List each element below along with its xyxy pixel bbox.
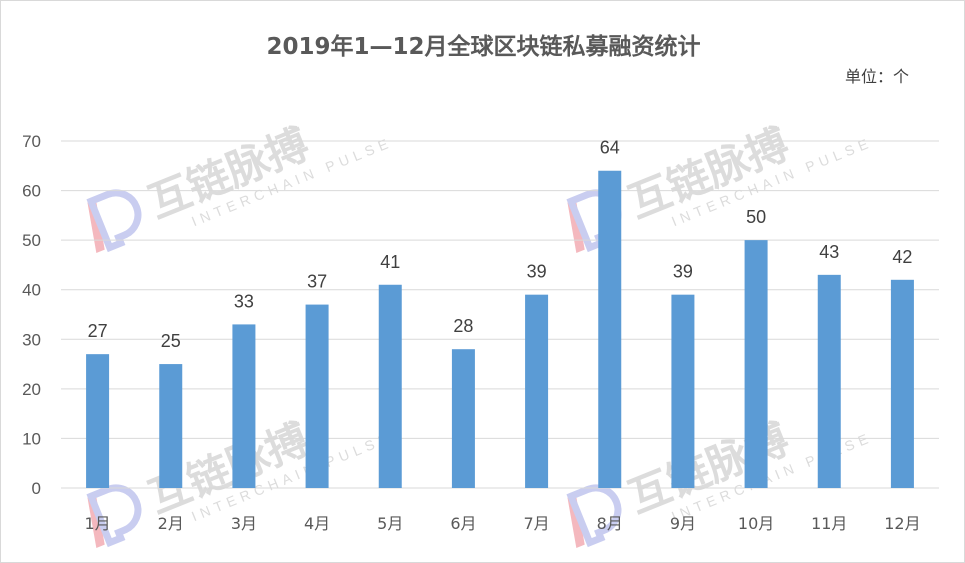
y-axis: 0 10 20 30 40 50 60 70 [22, 132, 41, 498]
x-tick-label: 2月 [158, 514, 184, 533]
bar [159, 364, 183, 488]
data-label: 50 [746, 207, 766, 227]
bar [451, 349, 475, 488]
chart-title: 2019年1—12月全球区块链私募融资统计 [266, 34, 701, 60]
x-tick-label: 8月 [597, 514, 623, 533]
x-tick-label: 6月 [450, 514, 476, 533]
data-label: 43 [819, 242, 839, 262]
watermark-logo-bar [87, 199, 105, 254]
bar [890, 279, 914, 488]
y-tick-label: 50 [22, 231, 41, 250]
data-label: 27 [88, 321, 108, 341]
bar [598, 170, 622, 488]
y-tick-label: 20 [22, 380, 41, 399]
x-tick-label: 1月 [84, 514, 110, 533]
y-tick-label: 70 [22, 132, 41, 151]
x-axis: 1月 2月 3月 4月 5月 6月 7月 8月 9月 10月 11月 12月 [84, 514, 920, 533]
y-tick-label: 0 [32, 479, 41, 498]
bar [817, 274, 841, 488]
data-label: 42 [892, 247, 912, 267]
x-tick-label: 11月 [811, 514, 847, 533]
bar [525, 294, 549, 488]
gridlines [61, 140, 939, 489]
bar [305, 304, 329, 488]
bar [232, 324, 256, 488]
y-tick-label: 60 [22, 182, 41, 201]
x-tick-label: 5月 [377, 514, 403, 533]
data-label: 41 [380, 252, 400, 272]
x-tick-label: 4月 [304, 514, 330, 533]
data-label: 39 [527, 262, 547, 282]
bar [86, 354, 110, 488]
unit-label: 单位：个 [844, 67, 909, 86]
watermark-logo-bar [567, 199, 585, 254]
y-tick-label: 30 [22, 330, 41, 349]
bar [671, 294, 695, 488]
data-label: 37 [307, 272, 327, 292]
bar-series [86, 170, 914, 488]
x-tick-label: 9月 [670, 514, 696, 533]
bar [744, 240, 768, 488]
watermark-logo-p [86, 189, 142, 253]
x-tick-label: 12月 [884, 514, 920, 533]
data-label: 64 [600, 138, 620, 158]
watermark-logo-bar [87, 494, 105, 549]
data-label: 33 [234, 291, 254, 311]
y-tick-label: 40 [22, 281, 41, 300]
x-tick-label: 3月 [231, 514, 257, 533]
bar [378, 284, 402, 488]
data-labels: 27 25 33 37 41 28 39 64 39 50 43 42 [88, 138, 913, 351]
y-tick-label: 10 [22, 429, 41, 448]
data-label: 39 [673, 262, 693, 282]
x-tick-label: 7月 [523, 514, 549, 533]
watermark-logo-bar [567, 494, 585, 549]
data-label: 25 [161, 331, 181, 351]
data-label: 28 [453, 316, 473, 336]
x-tick-label: 10月 [738, 514, 774, 533]
